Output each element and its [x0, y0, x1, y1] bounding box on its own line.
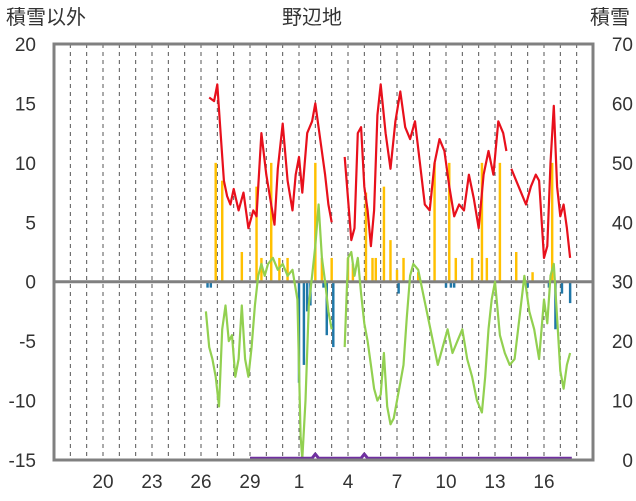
x-tick-label: 4: [343, 472, 354, 493]
max-temp-line: [208, 83, 333, 230]
snowfall-bar: [498, 162, 502, 282]
snowfall-bar: [374, 257, 377, 282]
snowfall-bar-negative: [206, 281, 209, 288]
left-axis-label: 積雪以外: [6, 5, 86, 29]
x-tick-label: 26: [190, 472, 211, 493]
right-tick-label: 0: [622, 451, 633, 472]
snow-depth-line: [250, 452, 572, 460]
x-tick-label: 23: [141, 472, 162, 493]
max-temp-line: [343, 83, 508, 248]
left-tick-label: -15: [9, 451, 36, 472]
right-tick-label: 40: [612, 213, 633, 234]
snowfall-bar: [286, 257, 289, 282]
snowfall-bar: [240, 252, 244, 282]
snowfall-bar-negative: [449, 281, 453, 288]
snowfall-bar: [221, 180, 224, 282]
snowfall-bar: [260, 257, 263, 282]
snowfall-bar: [531, 272, 534, 282]
snowfall-bar: [480, 162, 484, 282]
snowfall-bar-negative: [302, 281, 306, 365]
snowfall-bar-negative: [209, 281, 213, 288]
left-tick-label: -5: [19, 332, 36, 353]
right-tick-label: 10: [612, 392, 633, 413]
snowfall-bar-negative: [568, 281, 572, 304]
left-tick-label: 5: [25, 213, 36, 234]
x-tick-label: 10: [435, 472, 456, 493]
snowfall-bar-negative: [397, 281, 400, 294]
snowfall-bar: [371, 257, 374, 282]
left-tick-label: -10: [9, 392, 36, 413]
snowfall-bar-negative: [322, 281, 325, 288]
x-tick-label: 13: [484, 472, 505, 493]
series-lines: [204, 83, 572, 460]
snowfall-bar-negative: [305, 281, 309, 312]
snowfall-bar: [314, 162, 317, 282]
min-temp-line: [204, 203, 333, 460]
snowfall-bar: [389, 240, 392, 282]
x-tick-label: 7: [392, 472, 403, 493]
snowfall-bar: [351, 263, 355, 282]
snowfall-bar: [417, 272, 420, 282]
right-tick-label: 30: [612, 273, 633, 294]
snowfall-bar: [320, 257, 324, 282]
snowfall-bar-negative: [452, 281, 456, 288]
snowfall-bar: [402, 257, 405, 282]
left-tick-label: 0: [25, 273, 36, 294]
x-tick-labels: 20 23 26 29 1 4 7 10 13 16: [92, 472, 554, 493]
snowfall-bar: [433, 162, 436, 282]
snowfall-bar: [470, 257, 474, 282]
right-tick-label: 20: [612, 332, 633, 353]
snowfall-bar: [330, 257, 333, 282]
snowfall-bar-negative: [325, 281, 328, 336]
snowfall-bar: [270, 162, 273, 282]
x-tick-label: 29: [239, 472, 260, 493]
left-tick-labels: 20 15 10 5 0 -5 -10 -15: [9, 35, 36, 472]
snowfall-bar: [485, 257, 489, 282]
snowfall-bar-negative: [332, 281, 335, 348]
snowfall-bars-positive: [214, 162, 554, 282]
snowfall-bar-negative: [560, 281, 564, 294]
right-tick-label: 50: [612, 154, 633, 175]
snowfall-bar: [550, 162, 554, 282]
max-temp-line: [510, 104, 572, 259]
left-tick-label: 20: [15, 35, 36, 56]
right-tick-label: 70: [612, 35, 633, 56]
x-tick-label: 16: [533, 472, 554, 493]
right-axis-label: 積雪: [590, 5, 630, 29]
plot-frame: [52, 42, 595, 462]
snowfall-bar: [454, 257, 458, 282]
right-tick-label: 60: [612, 94, 633, 115]
snowfall-bar: [448, 162, 451, 282]
snowfall-bar: [515, 252, 518, 282]
snowfall-bar: [255, 186, 258, 282]
snowfall-bar-negative: [444, 281, 448, 288]
chart-title: 野辺地: [282, 5, 342, 29]
snowfall-bar: [214, 162, 217, 282]
left-tick-label: 15: [15, 94, 36, 115]
min-temp-line: [343, 250, 572, 426]
snowfall-bar: [364, 192, 368, 282]
snowfall-bar: [395, 269, 399, 282]
x-tick-label: 20: [92, 472, 113, 493]
left-tick-label: 10: [15, 154, 36, 175]
snowfall-bar-negative: [526, 281, 529, 288]
snowfall-bar: [278, 257, 281, 282]
x-tick-label: 1: [294, 472, 305, 493]
right-tick-labels: 70 60 50 40 30 20 10 0: [612, 35, 633, 472]
snowfall-bar: [382, 186, 386, 282]
